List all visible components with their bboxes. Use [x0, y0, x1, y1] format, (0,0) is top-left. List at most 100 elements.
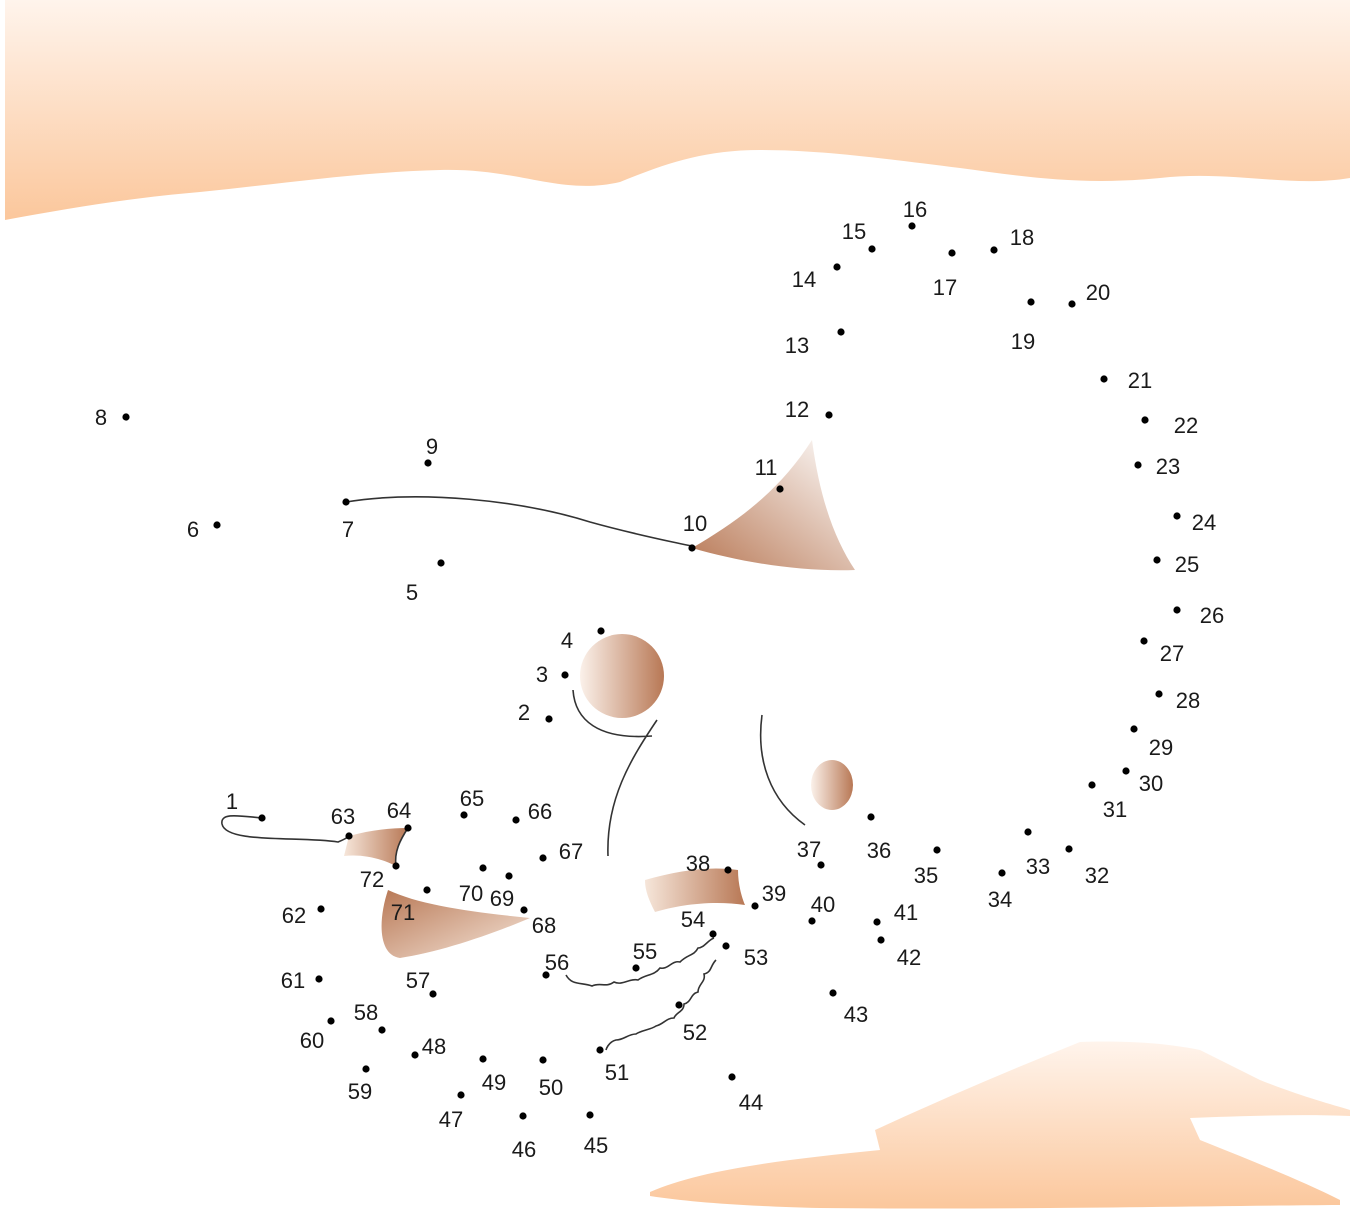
dot-label-38: 38 — [686, 851, 710, 876]
stroke-long-left — [607, 719, 658, 857]
dot-label-19: 19 — [1011, 329, 1035, 354]
dot-71 — [423, 886, 431, 894]
dot-label-58: 58 — [354, 1000, 378, 1025]
dot-33 — [1024, 828, 1032, 836]
dot-label-31: 31 — [1103, 797, 1127, 822]
dot-18 — [990, 246, 998, 254]
dot-label-6: 6 — [187, 517, 199, 542]
dot-label-21: 21 — [1128, 368, 1152, 393]
dot-7 — [342, 498, 350, 506]
dot-label-62: 62 — [282, 903, 306, 928]
sand-top-band — [5, 0, 1350, 220]
dot-label-69: 69 — [490, 886, 514, 911]
dot-label-15: 15 — [842, 219, 866, 244]
dot-70 — [479, 864, 487, 872]
dot-21 — [1100, 375, 1108, 383]
dot-32 — [1065, 845, 1073, 853]
dot-label-57: 57 — [406, 968, 430, 993]
dot-label-18: 18 — [1010, 225, 1034, 250]
dot-10 — [688, 544, 696, 552]
dot-3 — [561, 671, 569, 679]
sphere-large — [580, 634, 664, 718]
shading-71-68 — [381, 890, 530, 958]
dot-46 — [519, 1112, 527, 1120]
dot-44 — [728, 1073, 736, 1081]
dot-label-14: 14 — [792, 267, 816, 292]
dot-61 — [315, 975, 323, 983]
dot-label-42: 42 — [897, 945, 921, 970]
dot-20 — [1068, 300, 1076, 308]
dot-label-1: 1 — [226, 789, 238, 814]
dot-label-36: 36 — [867, 838, 891, 863]
dot-label-61: 61 — [281, 968, 305, 993]
dot-39 — [751, 902, 759, 910]
dot-label-24: 24 — [1192, 510, 1216, 535]
dot-label-67: 67 — [559, 839, 583, 864]
dot-label-70: 70 — [459, 881, 483, 906]
dot-12 — [825, 411, 833, 419]
dot-28 — [1155, 690, 1163, 698]
dot-51 — [596, 1046, 604, 1054]
dot-56 — [542, 971, 550, 979]
dot-50 — [539, 1056, 547, 1064]
partial-drawing — [221, 440, 855, 1051]
dot-65 — [460, 811, 468, 819]
dot-55 — [632, 964, 640, 972]
dot-label-51: 51 — [605, 1060, 629, 1085]
dot-37 — [817, 861, 825, 869]
dot-label-52: 52 — [683, 1020, 707, 1045]
fin-shading-10-11 — [692, 440, 855, 571]
dot-label-13: 13 — [785, 333, 809, 358]
dot-label-72: 72 — [360, 867, 384, 892]
dot-label-71: 71 — [391, 900, 415, 925]
stroke-curve-right — [759, 714, 806, 826]
dot-58 — [378, 1026, 386, 1034]
dot-43 — [829, 989, 837, 997]
dot-label-59: 59 — [348, 1079, 372, 1104]
dot-72 — [392, 862, 400, 870]
dot-54 — [709, 930, 717, 938]
dot-label-39: 39 — [762, 881, 786, 906]
dot-label-29: 29 — [1149, 735, 1173, 760]
dot-27 — [1140, 637, 1148, 645]
dot-label-44: 44 — [739, 1090, 763, 1115]
dot-48 — [411, 1051, 419, 1059]
dot-label-33: 33 — [1026, 854, 1050, 879]
dot-29 — [1130, 725, 1138, 733]
dot-22 — [1141, 416, 1149, 424]
dot-5 — [437, 559, 445, 567]
dot-62 — [317, 905, 325, 913]
dot-label-11: 11 — [755, 455, 778, 480]
dot-23 — [1134, 461, 1142, 469]
stroke-curve-left — [572, 689, 653, 738]
dot-60 — [327, 1017, 335, 1025]
dot-label-7: 7 — [342, 517, 354, 542]
dot-label-28: 28 — [1176, 688, 1200, 713]
dot-label-34: 34 — [988, 887, 1012, 912]
dot-17 — [948, 249, 956, 257]
dot-label-48: 48 — [422, 1034, 446, 1059]
dot-4 — [597, 627, 605, 635]
dot-label-23: 23 — [1156, 454, 1180, 479]
dot-40 — [808, 917, 816, 925]
dot-24 — [1173, 512, 1181, 520]
dot-label-43: 43 — [844, 1002, 868, 1027]
dot-label-3: 3 — [536, 662, 548, 687]
dot-label-8: 8 — [95, 405, 107, 430]
dot-9 — [424, 459, 432, 467]
sphere-small — [811, 760, 853, 810]
dot-14 — [833, 263, 841, 271]
dot-label-45: 45 — [584, 1133, 608, 1158]
dot-59 — [362, 1065, 370, 1073]
dot-15 — [868, 245, 876, 253]
dot-64 — [404, 824, 412, 832]
dot-label-12: 12 — [785, 397, 809, 422]
dot-36 — [867, 813, 875, 821]
dot-label-63: 63 — [331, 804, 355, 829]
dot-41 — [873, 918, 881, 926]
dot-13 — [837, 328, 845, 336]
dot-label-49: 49 — [482, 1070, 506, 1095]
dot-52 — [675, 1001, 683, 1009]
dot-label-25: 25 — [1175, 552, 1199, 577]
